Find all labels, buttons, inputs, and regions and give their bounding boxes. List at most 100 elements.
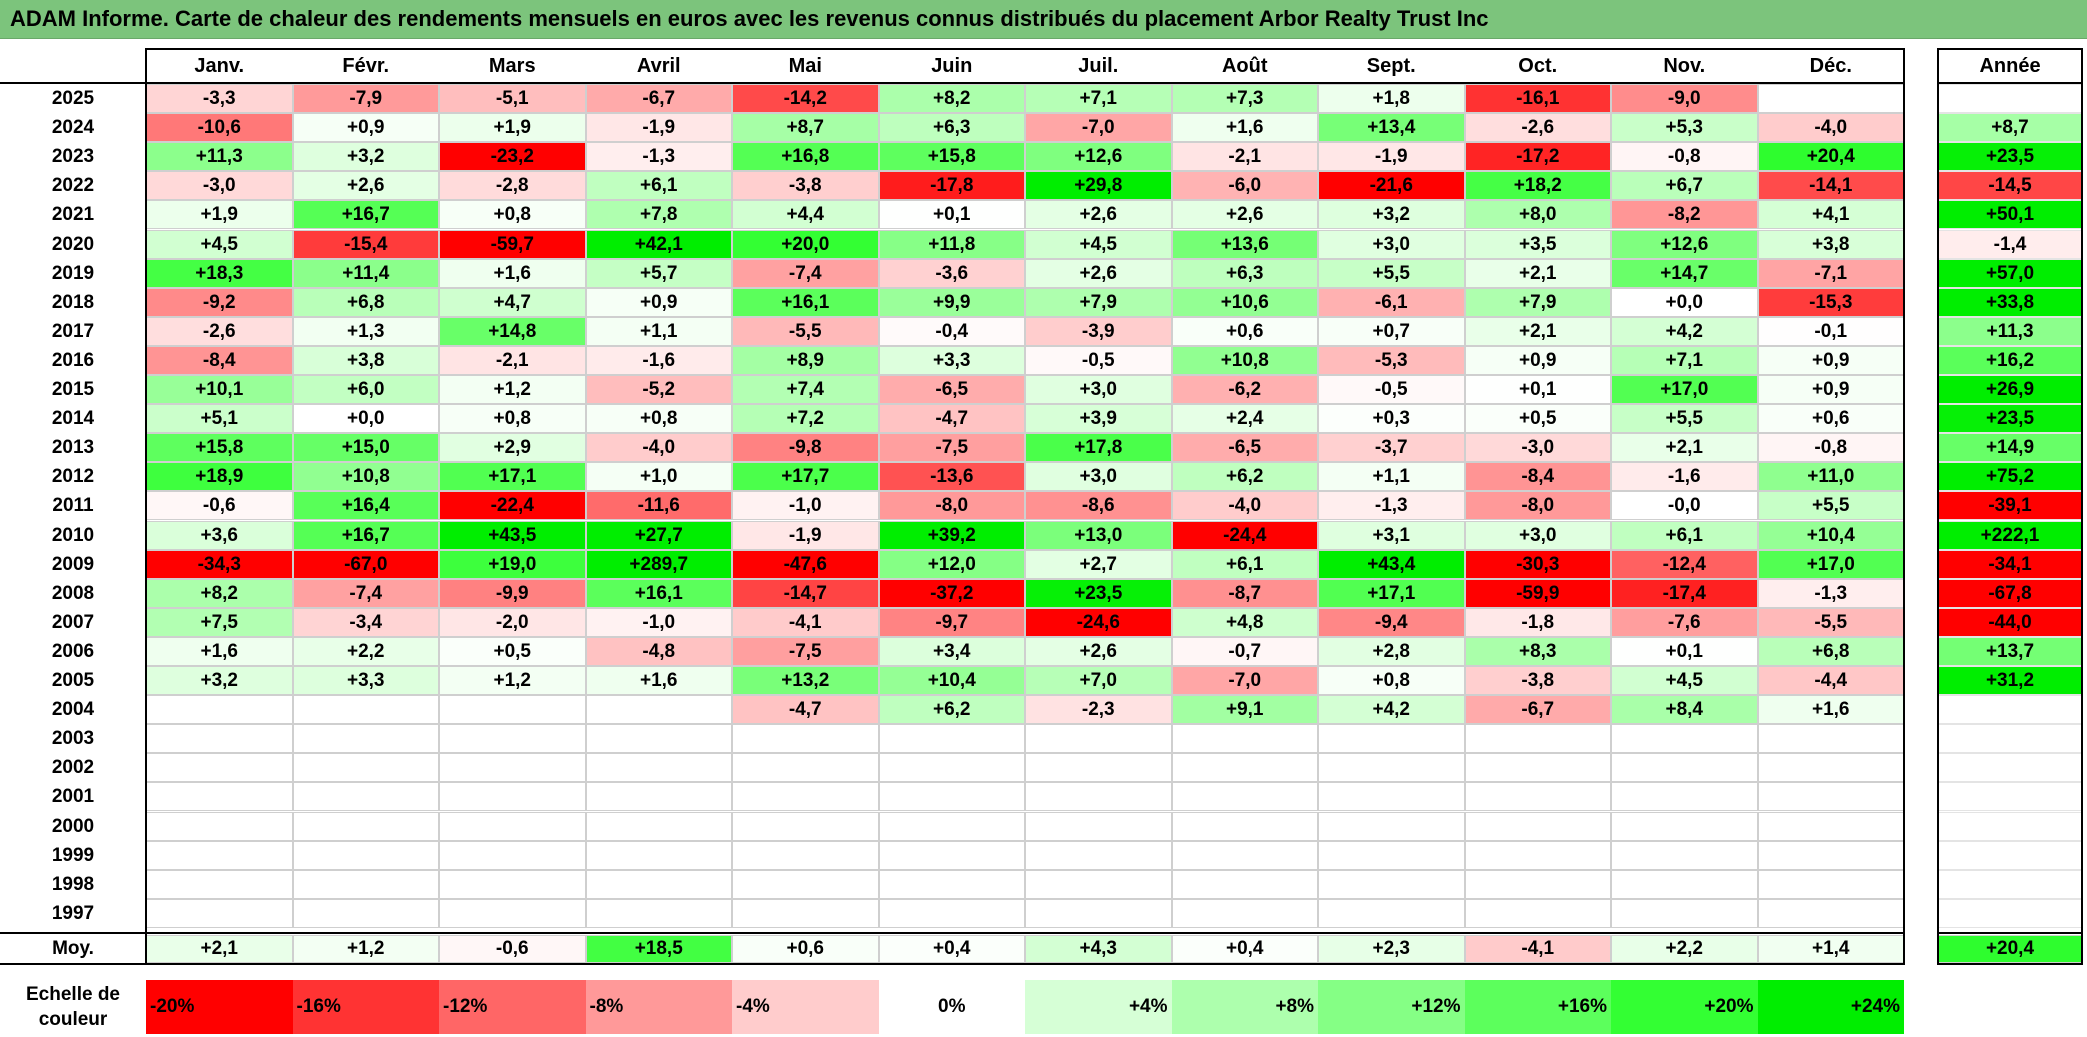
heatmap-cell: -8,0 [878,491,1025,521]
heatmap-cell: +23,5 [1025,578,1172,608]
annual-cell: -14,5 [1938,171,2082,201]
heatmap-cell: +14,8 [439,316,586,346]
heatmap-cell [292,753,439,783]
year-label: 2002 [51,757,95,779]
heatmap-cell [146,695,293,725]
heatmap-cell: -6,7 [1464,695,1611,725]
heatmap-cell: -2,3 [1025,695,1172,725]
heatmap-cell: -10,6 [146,113,293,143]
heatmap-cell: +1,1 [1318,462,1465,492]
heatmap-cell [585,840,732,870]
heatmap-cell: +4,8 [1171,607,1318,637]
heatmap-cell: -6,1 [1318,287,1465,317]
heatmap-cell: -16,1 [1464,84,1611,114]
heatmap-cell: +2,6 [292,171,439,201]
heatmap-cell: -7,4 [732,258,879,288]
annual-cell [1938,811,2082,841]
heatmap-cell [732,869,879,899]
heatmap-cell: -8,4 [1464,462,1611,492]
heatmap-cell: +0,8 [585,404,732,434]
color-scale-swatch: -16% [292,980,439,1034]
annual-cell: -34,1 [1938,549,2082,579]
annual-cell: +14,9 [1938,433,2082,463]
heatmap-cell: -11,6 [585,491,732,521]
heatmap-cell: +1,3 [292,316,439,346]
heatmap-cell: -59,9 [1464,578,1611,608]
heatmap-cell: +8,4 [1611,695,1758,725]
year-label: 1997 [51,902,95,924]
heatmap-cell: +6,0 [292,375,439,405]
heatmap-cell [878,869,1025,899]
heatmap-cell: -1,3 [1318,491,1465,521]
heatmap-cell: -14,1 [1757,171,1904,201]
heatmap-cell: -12,4 [1611,549,1758,579]
heatmap-cell [146,840,293,870]
heatmap-cell: +3,5 [1464,229,1611,259]
heatmap-cell: +11,4 [292,258,439,288]
annual-cell [1938,84,2082,114]
heatmap-cell [1171,898,1318,928]
heatmap-cell: +13,2 [732,666,879,696]
heatmap-cell: -14,7 [732,578,879,608]
heatmap-cell: -2,6 [1464,113,1611,143]
annual-cell: -67,8 [1938,578,2082,608]
heatmap-cell: +2,6 [1025,258,1172,288]
heatmap-cell: +4,4 [732,200,879,230]
heatmap-cell [1757,724,1904,754]
average-bottom-line [0,963,1904,965]
heatmap-cell: -0,0 [1611,491,1758,521]
heatmap-cell: +13,6 [1171,229,1318,259]
heatmap-cell: +1,6 [146,636,293,666]
heatmap-cell: -30,3 [1464,549,1611,579]
heatmap-cell [1318,898,1465,928]
heatmap-cell: +3,1 [1318,520,1465,550]
year-label: 2023 [51,146,95,168]
heatmap-cell: +43,5 [439,520,586,550]
year-label: 2006 [51,640,95,662]
heatmap-cell [292,811,439,841]
heatmap-cell [146,898,293,928]
heatmap-cell: -1,8 [1464,607,1611,637]
heatmap-cell: +2,1 [1464,316,1611,346]
heatmap-cell: +15,8 [878,142,1025,172]
heatmap-cell: +7,1 [1025,84,1172,114]
heatmap-cell: -1,3 [1757,578,1904,608]
heatmap-cell [1757,898,1904,928]
heatmap-cell: +0,9 [585,287,732,317]
year-label: 2016 [51,349,95,371]
column-header: Juil. [1078,55,1119,77]
heatmap-cell: +289,7 [585,549,732,579]
heatmap-cell [585,782,732,812]
heatmap-cell: -7,0 [1025,113,1172,143]
heatmap-cell: -47,6 [732,549,879,579]
heatmap-cell: +18,2 [1464,171,1611,201]
heatmap-cell: +6,3 [878,113,1025,143]
heatmap-cell: +11,8 [878,229,1025,259]
heatmap-cell: +20,0 [732,229,879,259]
heatmap-cell [732,898,879,928]
heatmap-cell: +3,0 [1025,375,1172,405]
heatmap-cell: +6,8 [1757,636,1904,666]
heatmap-cell [732,811,879,841]
heatmap-cell: +3,2 [146,666,293,696]
heatmap-cell: +27,7 [585,520,732,550]
heatmap-cell: -4,0 [1171,491,1318,521]
heatmap-cell: +4,5 [1611,666,1758,696]
heatmap-cell: +43,4 [1318,549,1465,579]
heatmap-cell: +13,0 [1025,520,1172,550]
color-scale-swatch: -8% [585,980,732,1034]
heatmap-cell: +3,0 [1464,520,1611,550]
heatmap-cell [292,695,439,725]
heatmap-cell: +1,6 [585,666,732,696]
heatmap-cell [1171,869,1318,899]
year-label: 2004 [51,699,95,721]
column-header: Avril [636,55,681,77]
heatmap-cell: +5,1 [146,404,293,434]
heatmap-cell: +3,8 [292,345,439,375]
heatmap-cell: -34,3 [146,549,293,579]
heatmap-cell: -8,2 [1611,200,1758,230]
heatmap-cell: +5,3 [1611,113,1758,143]
heatmap-cell: +0,1 [1464,375,1611,405]
annual-cell [1938,782,2082,812]
heatmap-cell: +0,5 [1464,404,1611,434]
